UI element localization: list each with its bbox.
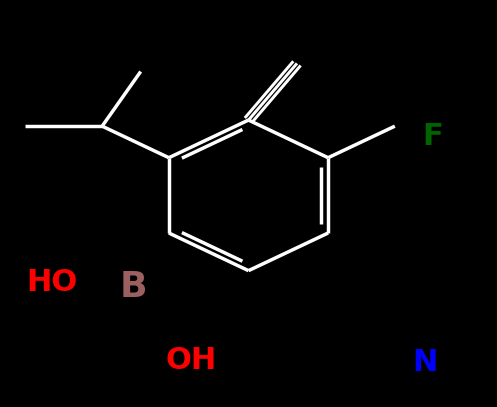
Text: HO: HO: [26, 268, 78, 298]
Text: OH: OH: [166, 346, 217, 375]
Text: N: N: [412, 348, 438, 377]
Text: B: B: [119, 270, 147, 304]
Text: F: F: [422, 122, 443, 151]
